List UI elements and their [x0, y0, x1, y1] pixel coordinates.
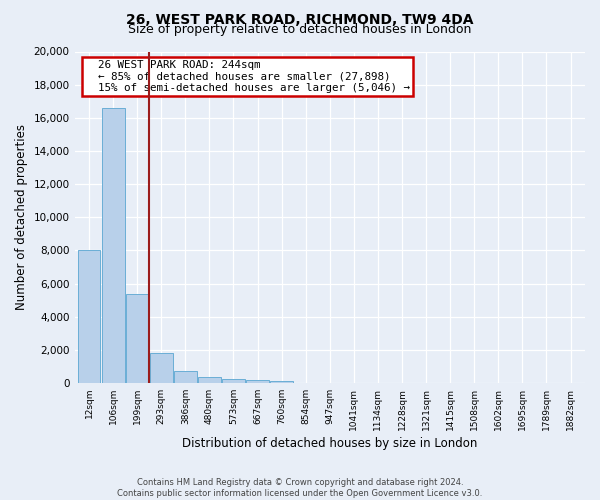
Bar	[77, 250, 100, 383]
Text: 26 WEST PARK ROAD: 244sqm
  ← 85% of detached houses are smaller (27,898)
  15% : 26 WEST PARK ROAD: 244sqm ← 85% of detac…	[85, 60, 410, 93]
Text: Contains HM Land Registry data © Crown copyright and database right 2024.
Contai: Contains HM Land Registry data © Crown c…	[118, 478, 482, 498]
Y-axis label: Number of detached properties: Number of detached properties	[15, 124, 28, 310]
Bar	[198, 377, 221, 383]
Bar	[270, 380, 293, 383]
X-axis label: Distribution of detached houses by size in London: Distribution of detached houses by size …	[182, 437, 478, 450]
Bar	[150, 352, 173, 383]
Bar	[222, 380, 245, 383]
Text: 26, WEST PARK ROAD, RICHMOND, TW9 4DA: 26, WEST PARK ROAD, RICHMOND, TW9 4DA	[126, 12, 474, 26]
Bar	[126, 294, 149, 383]
Bar	[174, 372, 197, 383]
Text: Size of property relative to detached houses in London: Size of property relative to detached ho…	[128, 22, 472, 36]
Bar	[246, 380, 269, 383]
Bar	[101, 108, 125, 383]
